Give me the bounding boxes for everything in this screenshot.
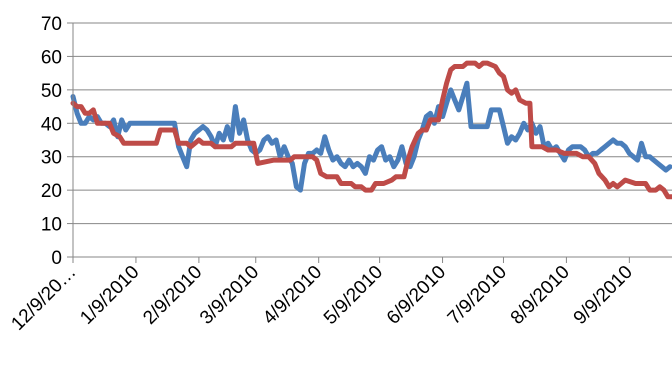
x-tick-label: 12/9/20…	[7, 262, 80, 335]
x-tick-label: 8/9/2010	[507, 262, 574, 329]
x-tick-label: 2/9/2010	[139, 262, 206, 329]
y-tick-label: 10	[41, 215, 62, 236]
y-tick-label: 0	[51, 248, 62, 269]
axes	[67, 22, 672, 263]
x-tick-label: 4/9/2010	[259, 262, 326, 329]
x-tick-label: 7/9/2010	[444, 262, 511, 329]
x-tick-label: 1/9/2010	[76, 262, 143, 329]
y-tick-label: 30	[41, 148, 62, 169]
x-tick-label: 6/9/2010	[383, 262, 450, 329]
y-tick-label: 50	[41, 81, 62, 102]
y-tick-label: 40	[41, 114, 62, 135]
x-axis-tick-labels: 12/9/20…1/9/20102/9/20103/9/20104/9/2010…	[7, 262, 636, 335]
plot-area	[70, 60, 672, 200]
series-line-2	[70, 60, 672, 200]
x-tick-label: 5/9/2010	[320, 262, 387, 329]
y-tick-label: 70	[41, 14, 62, 35]
x-tick-label: 3/9/2010	[196, 262, 263, 329]
x-tick-label: 9/9/2010	[570, 262, 637, 329]
y-tick-label: 60	[41, 47, 62, 68]
y-axis-tick-labels: 0 10 20 30 40 50 60 70	[41, 14, 62, 269]
series-line-1	[70, 80, 672, 193]
y-tick-label: 20	[41, 181, 62, 202]
